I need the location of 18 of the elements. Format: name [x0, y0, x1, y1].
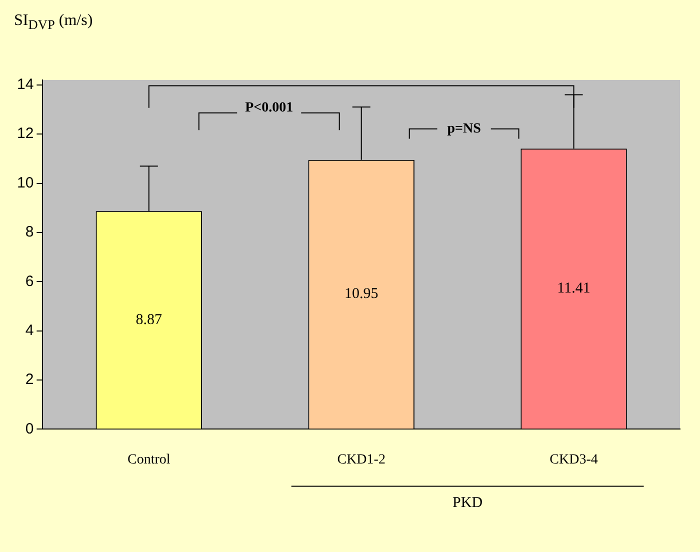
- y-tick-label: 2: [25, 371, 34, 388]
- y-tick-label: 4: [25, 322, 34, 339]
- annotation: P<0.001: [245, 100, 294, 116]
- y-axis-title: SI$_{DVP}$ (m/s): [14, 12, 93, 34]
- y-tick-label: 10: [16, 174, 34, 192]
- data-label: 11.41: [557, 280, 590, 297]
- y-tick-label: 0: [25, 420, 34, 438]
- y-tick-label: 12: [16, 125, 34, 142]
- data-label: 10.95: [344, 286, 378, 302]
- text: PKD: [452, 495, 483, 512]
- x-tick-label: CKD1-2: [337, 452, 386, 468]
- annotation: p=NS: [447, 121, 482, 136]
- data-label: 8.87: [136, 312, 163, 328]
- x-tick-label: CKD3-4: [550, 452, 598, 468]
- x-tick-label: Control: [128, 452, 170, 468]
- y-tick-label: 6: [25, 272, 34, 290]
- y-tick-label: 14: [16, 76, 34, 94]
- y-tick-label: 8: [25, 224, 34, 241]
